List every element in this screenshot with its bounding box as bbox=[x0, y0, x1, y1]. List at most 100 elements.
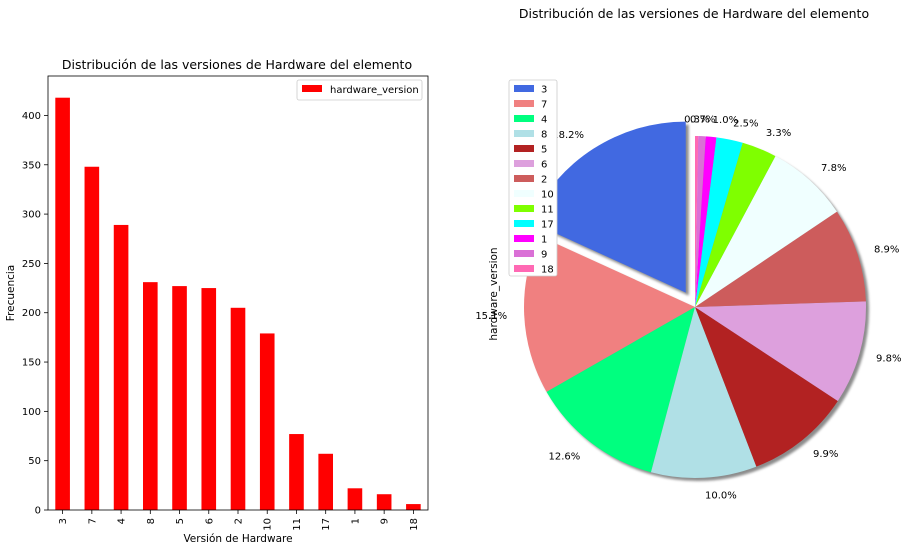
pie-slice-9 bbox=[695, 136, 706, 307]
bar-y-tick-label: 350 bbox=[22, 160, 41, 171]
bar-7 bbox=[84, 166, 100, 510]
bar-chart: Distribución de las versiones de Hardwar… bbox=[5, 57, 429, 545]
bar-x-tick-label: 6 bbox=[204, 518, 215, 524]
pie-legend-label: 9 bbox=[541, 250, 547, 261]
bar-x-tick-label: 18 bbox=[409, 518, 420, 531]
bar-x-tick-label: 8 bbox=[146, 518, 157, 524]
bar-y-tick-label: 300 bbox=[22, 210, 41, 221]
pie-legend-swatch bbox=[514, 235, 534, 242]
bar-plot-frame bbox=[47, 75, 429, 511]
pie-labels: 18.2% 15.1% 12.6% 10.0% 9.9% 9.8% 8.9% 7.8% 3.3%… bbox=[475, 114, 901, 501]
bar-11 bbox=[289, 434, 304, 510]
pie-slice-10 bbox=[695, 156, 837, 307]
bar-x-tick-label: 1 bbox=[350, 518, 361, 524]
bar-y-tick-label: 200 bbox=[22, 308, 41, 319]
bar-legend-swatch bbox=[302, 85, 322, 92]
pie-slice-8 bbox=[650, 307, 757, 478]
bar-2 bbox=[230, 307, 246, 510]
pie-legend-swatch bbox=[514, 130, 534, 137]
bar-series bbox=[55, 97, 421, 510]
bar-y-tick-label: 250 bbox=[22, 259, 41, 270]
bar-9 bbox=[376, 494, 392, 510]
bar-y-tick-label: 150 bbox=[22, 358, 41, 369]
pie-legend-swatch bbox=[514, 220, 534, 227]
bar-y-tick-label: 400 bbox=[22, 111, 41, 122]
bar-legend-frame bbox=[296, 79, 423, 101]
bar-y-tick-label: 100 bbox=[22, 407, 41, 418]
bar-x-tick-label: 17 bbox=[321, 518, 332, 531]
bar-y-tick-label: 0 bbox=[35, 506, 41, 517]
pie-legend-swatch bbox=[514, 205, 534, 212]
bar-x-axis-label: Versión de Hardware bbox=[183, 533, 292, 545]
bar-legend: hardware_version bbox=[296, 79, 423, 101]
bar-x-tick-label: 5 bbox=[175, 518, 186, 524]
bar-x-tick-label: 9 bbox=[380, 518, 391, 524]
bar-3 bbox=[55, 97, 70, 510]
pie-pct-label: 8.9% bbox=[874, 245, 899, 256]
pie-legend-swatch bbox=[514, 175, 534, 182]
bar-x-tick-label: 2 bbox=[234, 518, 245, 524]
bar-x-tick-label: 4 bbox=[117, 518, 128, 524]
pie-pct-label: 12.6% bbox=[548, 452, 580, 463]
pie-pct-label: 9.9% bbox=[813, 449, 838, 460]
bar-x-tick-label: 11 bbox=[292, 518, 303, 531]
pie-pct-label: 9.8% bbox=[876, 354, 901, 365]
pie-slice-4 bbox=[546, 307, 695, 473]
pie-slice-3 bbox=[530, 121, 686, 293]
bar-4 bbox=[113, 224, 129, 510]
pie-legend-label: 3 bbox=[541, 85, 547, 96]
pie-slice-5 bbox=[695, 307, 838, 467]
bar-5 bbox=[172, 286, 187, 510]
pie-slice-6 bbox=[695, 301, 866, 402]
pie-legend-label: 17 bbox=[541, 220, 554, 231]
pie-legend-label: 6 bbox=[541, 160, 547, 171]
pie-legend-label: 4 bbox=[541, 115, 547, 126]
pie-legend-label: 11 bbox=[541, 205, 554, 216]
pie-legend-label: 8 bbox=[541, 130, 547, 141]
pie-legend-label: 18 bbox=[541, 265, 554, 276]
pie-legend-swatch bbox=[514, 190, 534, 197]
pie-pct-label: 15.1% bbox=[475, 311, 507, 322]
pie-legend-label: 5 bbox=[541, 145, 547, 156]
pie-pct-label: 0.3% bbox=[684, 114, 709, 125]
pie-legend-label: 2 bbox=[541, 175, 547, 186]
pie-pct-label: 18.2% bbox=[552, 130, 584, 141]
pie-pct-label: 3.3% bbox=[766, 128, 791, 139]
pie-slice-11 bbox=[695, 142, 776, 307]
pie-y-axis-label: hardware_version bbox=[488, 247, 500, 340]
pie-legend-label: 7 bbox=[541, 100, 547, 111]
pie-slice-2 bbox=[695, 211, 866, 307]
figure-title: Distribución de las versiones de Hardwar… bbox=[519, 6, 869, 21]
pie-legend-swatch bbox=[514, 250, 534, 257]
pie-slice-17 bbox=[695, 137, 743, 307]
bar-y-ticks: 0 50 100 150 200 250 300 350 400 bbox=[22, 111, 48, 517]
pie-slice-7 bbox=[524, 235, 695, 392]
pie-legend-swatch bbox=[514, 115, 534, 122]
bar-x-tick-label: 7 bbox=[87, 518, 98, 524]
pie-pct-label: 7.8% bbox=[821, 163, 846, 174]
pie-slice-18 bbox=[695, 136, 699, 307]
pie-pct-label: 1.0% bbox=[713, 115, 738, 126]
bar-8 bbox=[143, 282, 158, 510]
pie-slice-1 bbox=[695, 136, 717, 307]
bar-chart-title: Distribución de las versiones de Hardwar… bbox=[62, 57, 412, 72]
pie-legend-label: 1 bbox=[541, 235, 547, 246]
pie-chart: 18.2% 15.1% 12.6% 10.0% 9.9% 9.8% 8.9% 7.8% 3.3%… bbox=[475, 79, 901, 501]
bar-1 bbox=[347, 488, 363, 510]
bar-6 bbox=[201, 288, 217, 510]
pie-legend-swatch bbox=[514, 100, 534, 107]
pie-legend-swatch bbox=[514, 85, 534, 92]
bar-17 bbox=[318, 453, 333, 510]
pie-pct-label: 10.0% bbox=[705, 490, 737, 501]
bar-10 bbox=[259, 333, 275, 510]
pie-slices bbox=[524, 121, 866, 478]
bar-x-tick-label: 3 bbox=[58, 518, 69, 524]
pie-legend-swatch bbox=[514, 160, 534, 167]
bar-x-tick-label: 10 bbox=[263, 518, 274, 531]
pie-legend-swatch bbox=[514, 145, 534, 152]
pie-pct-label: 2.5% bbox=[733, 118, 758, 129]
pie-legend-swatch bbox=[514, 265, 534, 272]
pie-pct-label: 0.7% bbox=[690, 115, 715, 126]
pie-legend-label: 10 bbox=[541, 190, 554, 201]
